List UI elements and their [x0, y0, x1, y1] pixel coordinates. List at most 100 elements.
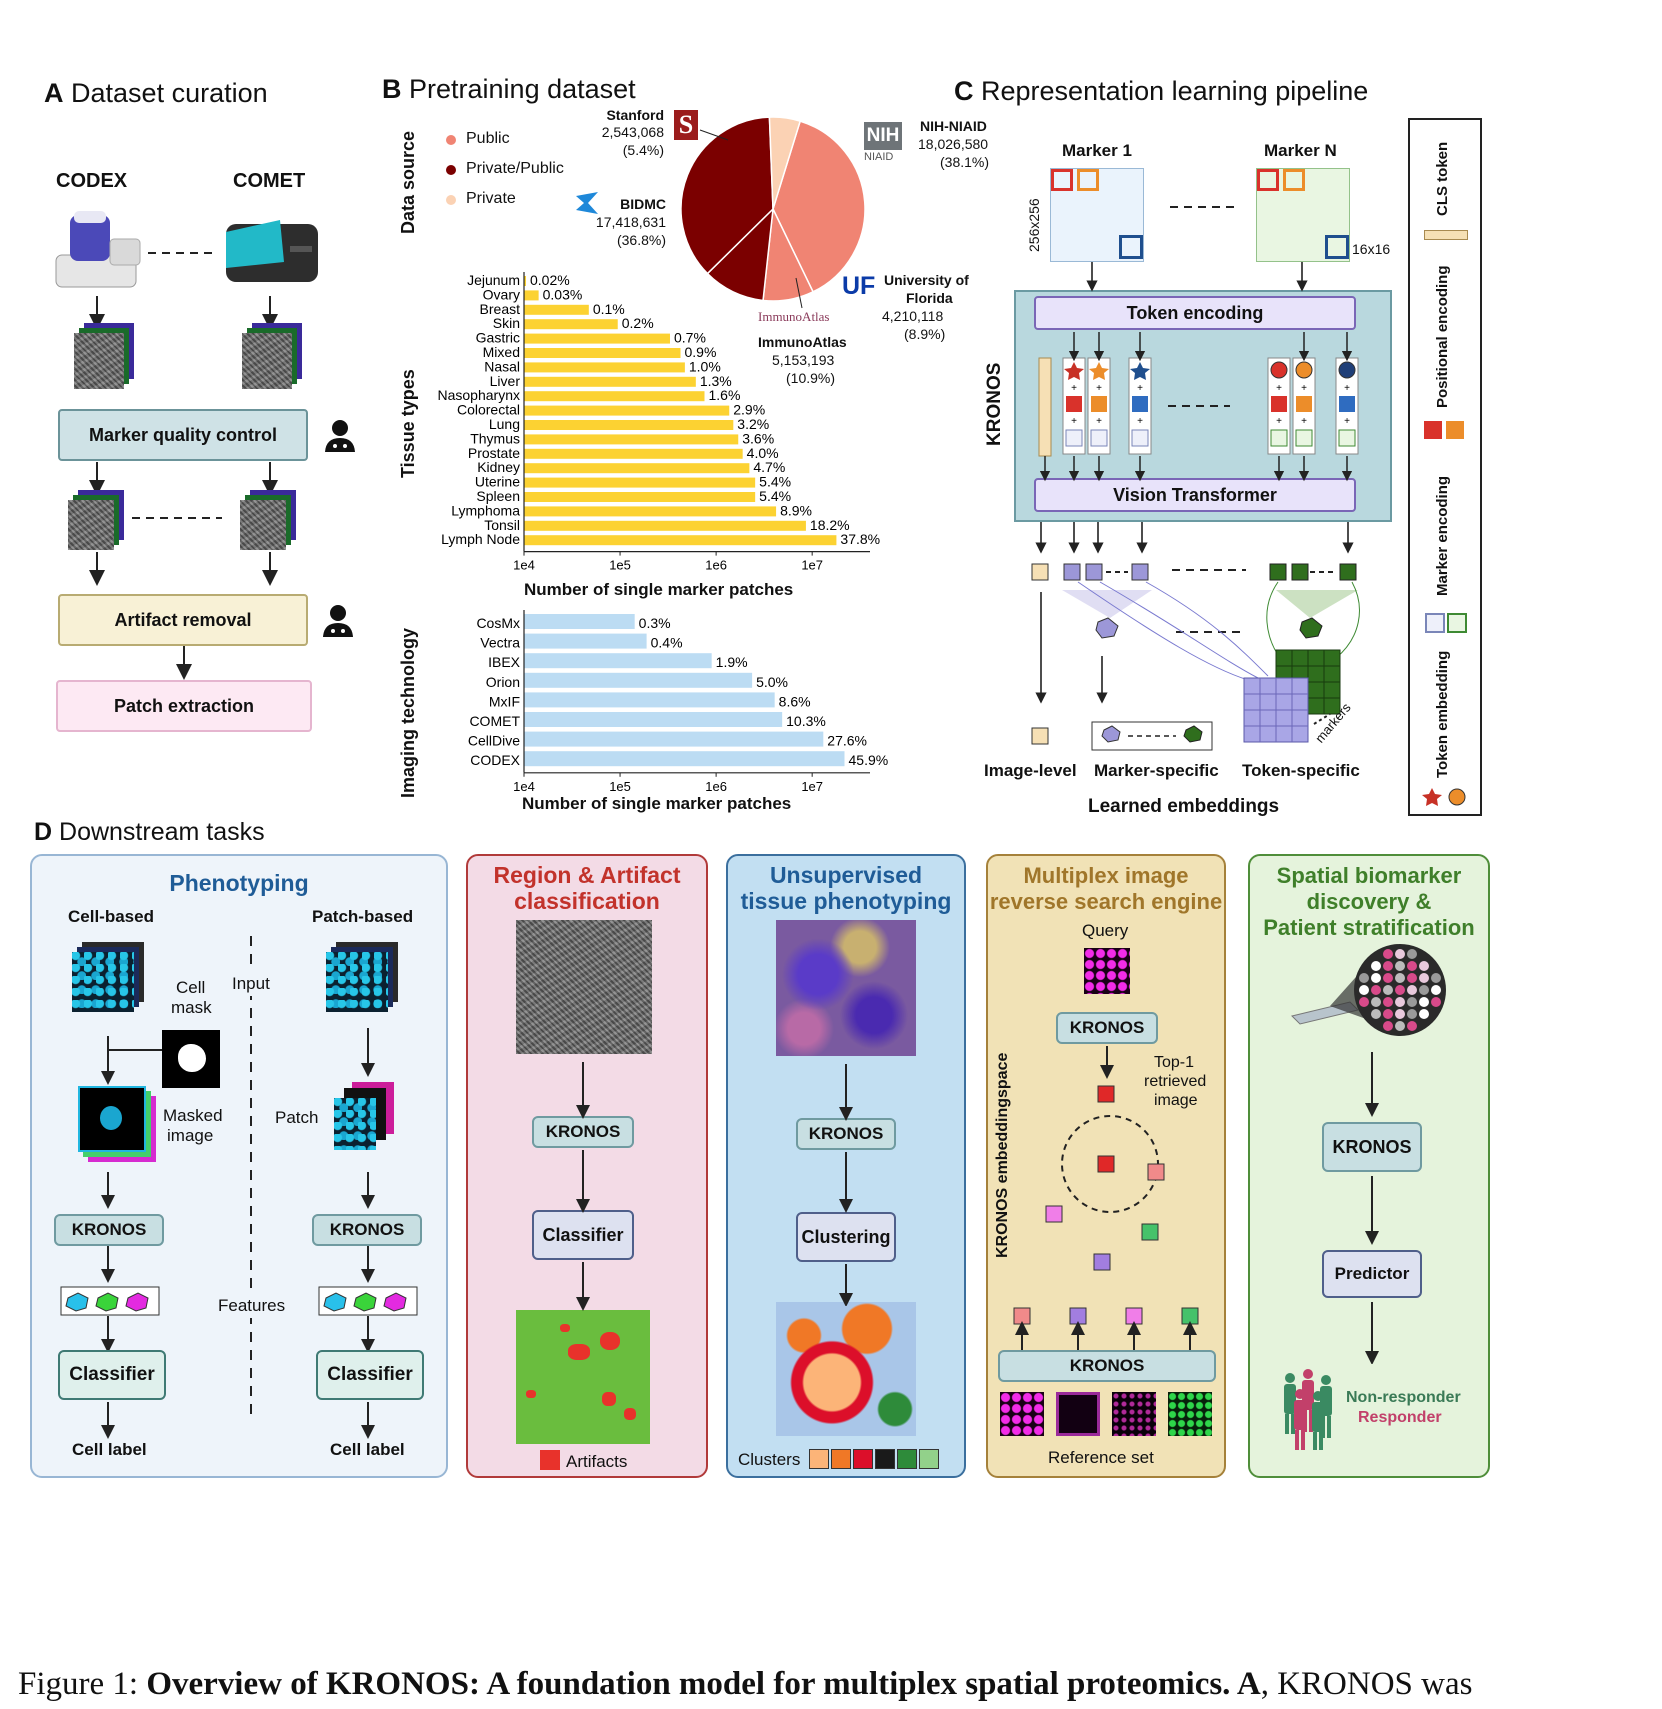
- cluster-swatches: [809, 1449, 941, 1469]
- category-label: Vectra: [480, 635, 520, 651]
- category-label: Thymus: [470, 430, 520, 446]
- tma-core: [1371, 985, 1381, 995]
- artifact-map-image: [516, 1310, 650, 1444]
- patch-token-red: [1051, 169, 1073, 191]
- bar-colorectal: [524, 405, 730, 416]
- data-label: 45.9%: [849, 752, 889, 768]
- masked-image-label-2: image: [167, 1126, 214, 1145]
- caption-prefix: Figure 1:: [18, 1666, 147, 1702]
- tma-core: [1395, 985, 1405, 995]
- legend-positional-encoding: Positional encoding: [1434, 265, 1451, 408]
- token-embedding-swatch: [1422, 788, 1466, 806]
- divider-line: [250, 936, 252, 1416]
- tma-core: [1419, 1009, 1429, 1019]
- positional-swatch-red: [1424, 421, 1442, 439]
- data-label: 5.4%: [759, 474, 791, 490]
- category-label: Prostate: [468, 445, 520, 461]
- data-label: 3.2%: [737, 416, 769, 432]
- patch-token-orange: [1283, 169, 1305, 191]
- tma-core: [1419, 961, 1429, 971]
- data-label: 2.9%: [733, 402, 765, 418]
- category-label: Nasopharynx: [438, 387, 521, 403]
- stanford-logo: S: [674, 110, 698, 140]
- category-label: IBEX: [488, 654, 521, 670]
- tma-slide-icon: [1291, 944, 1446, 1036]
- bar-lymph-node: [524, 535, 837, 546]
- patch-token-orange: [1077, 169, 1099, 191]
- data-label: 0.02%: [530, 272, 570, 288]
- category-label: MxIF: [489, 693, 520, 709]
- image-level-label: Image-level: [984, 761, 1077, 780]
- tma-core: [1407, 961, 1417, 971]
- category-label: Spleen: [476, 488, 520, 504]
- pie-label-nih: NIH-NIAID: [920, 118, 987, 134]
- category-label: Kidney: [477, 459, 520, 475]
- x-tick-label: 1e5: [609, 779, 631, 794]
- data-label: 5.4%: [759, 488, 791, 504]
- x-tick-label: 1e6: [705, 558, 727, 573]
- pie-slice-stanford: [768, 116, 802, 210]
- search-title-1: Multiplex image: [1023, 863, 1189, 888]
- tma-core: [1431, 985, 1441, 995]
- input-label: Input: [232, 972, 270, 996]
- tma-core: [1383, 997, 1393, 1007]
- tma-core: [1419, 985, 1429, 995]
- spatial-title-3: Patient stratification: [1263, 915, 1475, 940]
- unsup-arrows: [839, 1064, 853, 1306]
- legend-private: Private: [466, 190, 516, 207]
- kronos-vertical-label: KRONOS: [984, 362, 1005, 446]
- x-tick-label: 1e7: [801, 558, 823, 573]
- tma-core: [1371, 973, 1381, 983]
- codex-stack-image: [74, 333, 124, 389]
- data-label: 1.3%: [700, 373, 732, 389]
- predictor-box: Predictor: [1322, 1250, 1422, 1298]
- x-tick-label: 1e4: [513, 779, 535, 794]
- pie-count-immunoatlas: 5,153,193: [772, 352, 835, 368]
- patch-label: Patch: [275, 1108, 319, 1127]
- bar-comet: [524, 712, 783, 727]
- patch-token-red: [1257, 169, 1279, 191]
- bar-thymus: [524, 434, 739, 445]
- cluster-swatch-3: [875, 1449, 895, 1469]
- category-label: Colorectal: [457, 402, 520, 418]
- category-label: Jejunum: [467, 272, 520, 288]
- pie-pct-stanford: (5.4%): [622, 142, 664, 158]
- search-title-2: reverse search engine: [989, 889, 1223, 914]
- clustering-box: Clustering: [796, 1212, 896, 1262]
- data-label: 1.0%: [689, 358, 721, 374]
- marker-n-label: Marker N: [1264, 141, 1337, 160]
- cell-based-label: Cell-based: [68, 907, 154, 926]
- pie-label-uf-2: Florida: [906, 290, 953, 306]
- artifact-removal-box: Artifact removal: [58, 594, 308, 646]
- data-label: 37.8%: [840, 531, 880, 547]
- category-label: Mixed: [483, 344, 520, 360]
- data-label: 0.2%: [622, 315, 654, 331]
- learned-embeddings-label: Learned embeddings: [1088, 796, 1280, 817]
- tma-core: [1383, 949, 1393, 959]
- data-label: 10.3%: [786, 713, 826, 729]
- bar-orion: [524, 672, 753, 688]
- pie-count-stanford: 2,543,068: [601, 124, 664, 140]
- legend-cls-token: CLS token: [1434, 141, 1451, 216]
- category-label: Lymph Node: [441, 531, 520, 547]
- kronos-box: KRONOS: [998, 1350, 1216, 1382]
- vision-transformer-box: Vision Transformer: [1034, 478, 1356, 512]
- tma-core: [1371, 1009, 1381, 1019]
- category-label: Orion: [486, 674, 520, 690]
- dashed-connector: [148, 252, 214, 254]
- unsup-title-2: tissue phenotyping: [740, 888, 952, 914]
- legend-token-embedding: Token embedding: [1434, 650, 1451, 778]
- data-label: 27.6%: [827, 733, 867, 749]
- caption-rest: , KRONOS was: [1260, 1666, 1473, 1702]
- cell-label-output: Cell label: [72, 1440, 147, 1459]
- top1-label-3: image: [1154, 1092, 1198, 1109]
- cluster-swatch-5: [919, 1449, 939, 1469]
- reference-embeddings: [1013, 1307, 1199, 1350]
- tma-core: [1407, 1021, 1417, 1031]
- tma-core: [1395, 997, 1405, 1007]
- data-label: 18.2%: [810, 517, 850, 533]
- cls-token-swatch: [1424, 230, 1468, 240]
- legend-private-public: Private/Public: [466, 160, 564, 177]
- data-label: 1.9%: [716, 654, 748, 670]
- bar-cosmx: [524, 614, 635, 629]
